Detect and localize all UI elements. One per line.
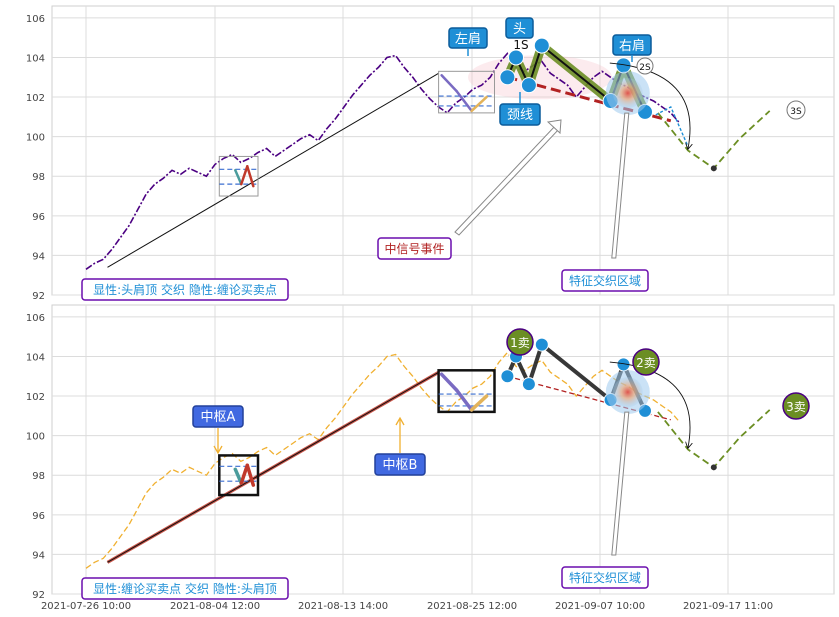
y-tick-label: 98	[32, 471, 45, 482]
zhongshu-box	[218, 155, 259, 197]
label-left-shoulder: 左肩	[448, 27, 488, 56]
trend-line	[107, 72, 439, 268]
label-2s: 2S	[636, 57, 654, 75]
y-tick-label: 96	[32, 511, 45, 522]
label-3s: 3S	[786, 100, 806, 120]
label-sell1-text: 1卖	[510, 336, 530, 350]
y-tick-label: 106	[26, 313, 45, 324]
label-zhongshu-a-text: 中枢A	[201, 410, 236, 425]
zhongshu-segment	[245, 463, 256, 487]
label-left-shoulder-text: 左肩	[455, 31, 481, 47]
y-tick-label: 100	[26, 133, 45, 144]
y-tick-label: 102	[26, 392, 45, 403]
y-tick-label: 104	[26, 53, 45, 64]
zhongshu-segment	[469, 394, 489, 412]
label-zhongshu-a: 中枢A	[192, 405, 244, 455]
x-tick-label: 2021-08-13 14:00	[298, 601, 388, 612]
price-series-line	[85, 351, 680, 569]
label-feature-zone-top: 特征交织区域	[561, 269, 649, 292]
zhongshu-segment	[240, 165, 249, 186]
trend-line	[107, 371, 439, 563]
x-tick-label: 2021-09-07 10:00	[555, 601, 645, 612]
label-right-shoulder-text: 右肩	[619, 38, 645, 54]
label-neckline: 颈线	[499, 92, 541, 126]
x-tick-label: 2021-07-26 10:00	[41, 601, 131, 612]
label-sell2-text: 2卖	[636, 356, 656, 370]
label-feature-zone-top-text: 特征交织区域	[569, 273, 641, 288]
label-head-text: 头	[513, 22, 526, 37]
label-feature-zone-bottom: 特征交织区域	[561, 566, 649, 589]
zhongshu-box	[218, 454, 260, 497]
label-feature-zone-bottom-text: 特征交织区域	[569, 570, 641, 585]
y-tick-label: 92	[32, 590, 45, 601]
label-sell1: 1卖	[506, 328, 534, 356]
zhongshu-segment	[470, 95, 488, 113]
y-tick-label: 96	[32, 212, 45, 223]
pattern-point-marker	[500, 369, 515, 384]
feature-zone-inner	[612, 78, 643, 109]
caption-top-text: 显性:头肩顶 交织 隐性:缠论买卖点	[93, 282, 277, 297]
x-tick-label: 2021-08-25 12:00	[427, 601, 517, 612]
label-zhongshu-b-text: 中枢B	[383, 458, 418, 473]
label-2s-text: 2S	[639, 63, 651, 73]
zhongshu-segment	[455, 89, 473, 113]
y-tick-label: 104	[26, 352, 45, 363]
caption-top: 显性:头肩顶 交织 隐性:缠论买卖点	[81, 278, 289, 301]
axis-tick-labels: 92 94 96 98 100 102 104 106 92 94 96 98 100 102 104 106…	[26, 14, 773, 612]
caption-bottom: 显性:缠论买卖点 交织 隐性:头肩顶	[81, 577, 289, 600]
zhongshu-segment	[439, 372, 459, 392]
label-sell2: 2卖	[632, 348, 660, 376]
caption-bottom-text: 显性:缠论买卖点 交织 隐性:头肩顶	[93, 581, 277, 596]
label-mid-signal-text: 中信号事件	[384, 241, 444, 256]
hollow-arrow-head	[546, 119, 562, 135]
x-tick-label: 2021-08-04 12:00	[170, 601, 260, 612]
zhongshu-segment	[454, 388, 474, 412]
y-tick-label: 106	[26, 14, 45, 25]
hollow-arrow-feature	[611, 112, 630, 259]
zhongshu-box	[437, 369, 496, 414]
zhongshu-segment	[239, 463, 250, 485]
price-series-line	[85, 52, 681, 270]
label-zhongshu-b: 中枢B	[374, 416, 426, 476]
x-tick-label: 2021-09-17 11:00	[683, 601, 773, 612]
y-tick-label: 100	[26, 432, 45, 443]
zhongshu-box	[438, 70, 496, 114]
pattern-point-marker	[499, 69, 516, 86]
y-tick-label: 98	[32, 172, 45, 183]
arc-arrow	[609, 62, 690, 148]
pattern-point-marker	[508, 49, 524, 66]
top-panel	[85, 37, 771, 270]
projection-target-dot	[710, 165, 717, 172]
zhongshu-segment	[246, 165, 255, 188]
y-tick-label: 102	[26, 93, 45, 104]
y-tick-label: 94	[32, 251, 45, 262]
label-right-shoulder: 右肩	[612, 34, 652, 62]
arc-arrow	[609, 361, 690, 447]
label-neckline-text: 颈线	[507, 108, 533, 123]
label-mid-signal: 中信号事件	[377, 237, 452, 260]
pattern-point-marker	[521, 377, 536, 392]
bottom-panel	[85, 337, 771, 569]
zhongshu-segment	[234, 169, 243, 186]
label-sell3-text: 3卖	[786, 400, 806, 414]
feature-zone-inner	[612, 377, 643, 408]
label-sell3: 3卖	[782, 392, 810, 420]
hollow-arrow-feature	[611, 411, 630, 556]
pattern-point-marker	[533, 37, 550, 54]
label-1s: 1S	[513, 38, 528, 52]
pattern-point-marker	[534, 337, 549, 352]
bottom-panel-frame	[51, 304, 835, 595]
label-3s-text: 3S	[790, 107, 802, 117]
projection-blue-segment	[655, 105, 689, 147]
y-tick-label: 94	[32, 550, 45, 561]
pattern-point-marker	[520, 77, 537, 94]
label-head: 头	[505, 17, 534, 39]
y-tick-label: 92	[32, 291, 45, 302]
projection-target-dot	[710, 464, 717, 471]
pattern-highlight-zone	[468, 55, 612, 100]
zhongshu-segment	[440, 74, 458, 93]
